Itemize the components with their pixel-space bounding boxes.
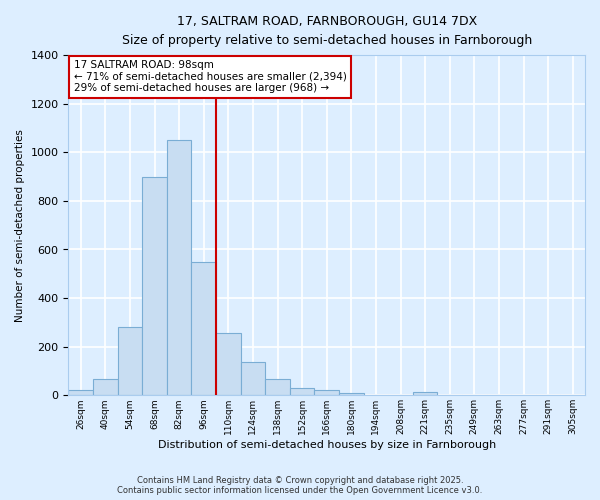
Bar xyxy=(290,388,314,396)
Bar xyxy=(314,390,339,396)
Bar xyxy=(413,392,437,396)
Bar xyxy=(339,393,364,396)
Bar xyxy=(93,380,118,396)
Text: 17 SALTRAM ROAD: 98sqm
← 71% of semi-detached houses are smaller (2,394)
29% of : 17 SALTRAM ROAD: 98sqm ← 71% of semi-det… xyxy=(74,60,346,94)
Bar xyxy=(191,262,216,396)
Bar xyxy=(265,380,290,396)
Bar xyxy=(68,390,93,396)
Title: 17, SALTRAM ROAD, FARNBOROUGH, GU14 7DX
Size of property relative to semi-detach: 17, SALTRAM ROAD, FARNBOROUGH, GU14 7DX … xyxy=(122,15,532,47)
Y-axis label: Number of semi-detached properties: Number of semi-detached properties xyxy=(15,129,25,322)
Text: Contains HM Land Registry data © Crown copyright and database right 2025.
Contai: Contains HM Land Registry data © Crown c… xyxy=(118,476,482,495)
Bar xyxy=(118,328,142,396)
Bar xyxy=(241,362,265,396)
X-axis label: Distribution of semi-detached houses by size in Farnborough: Distribution of semi-detached houses by … xyxy=(158,440,496,450)
Bar xyxy=(216,334,241,396)
Bar xyxy=(167,140,191,396)
Bar xyxy=(142,176,167,396)
